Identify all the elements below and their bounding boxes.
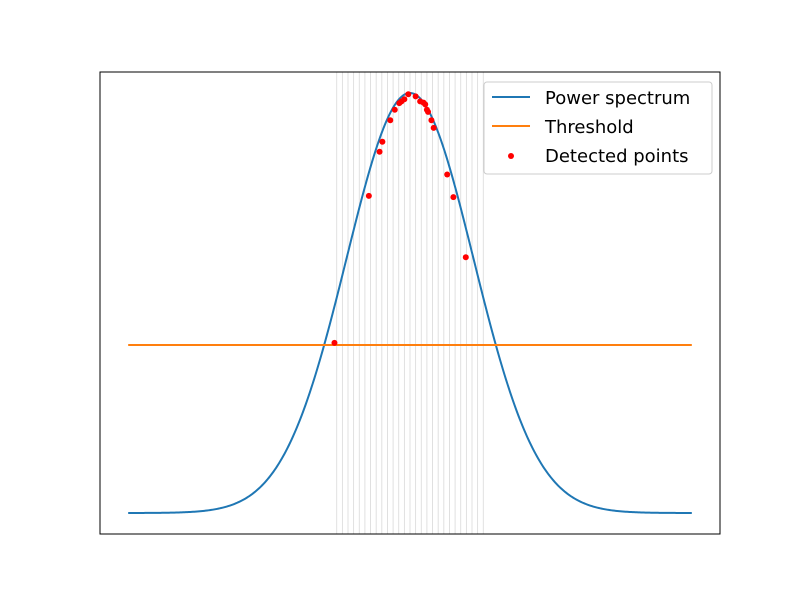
legend: Power spectrum Threshold Detected points	[483, 81, 713, 175]
detected-point-17	[430, 124, 437, 131]
detected-point-16	[428, 117, 435, 124]
detected-point-15	[425, 108, 432, 115]
detected-point-2	[376, 148, 383, 155]
vertical-lines-group	[336, 72, 484, 534]
detected-point-9	[405, 91, 412, 98]
legend-label-threshold: Threshold	[544, 117, 634, 138]
detected-point-0	[331, 339, 338, 346]
legend-label-detected-points: Detected points	[545, 146, 689, 167]
detected-point-3	[379, 138, 386, 145]
detected-point-13	[422, 101, 429, 108]
detected-points-group	[331, 91, 469, 346]
detected-point-19	[450, 194, 457, 201]
detected-point-1	[365, 192, 372, 199]
detected-point-18	[444, 171, 451, 178]
axes-frame	[99, 71, 721, 535]
detected-point-10	[412, 93, 419, 100]
detected-point-8	[401, 96, 408, 103]
legend-label-power-spectrum: Power spectrum	[545, 88, 690, 109]
detected-point-4	[387, 117, 394, 124]
legend-swatch-detected-points	[508, 153, 514, 159]
detected-point-5	[391, 106, 398, 113]
legend-box	[483, 81, 713, 175]
detected-point-20	[462, 254, 469, 261]
